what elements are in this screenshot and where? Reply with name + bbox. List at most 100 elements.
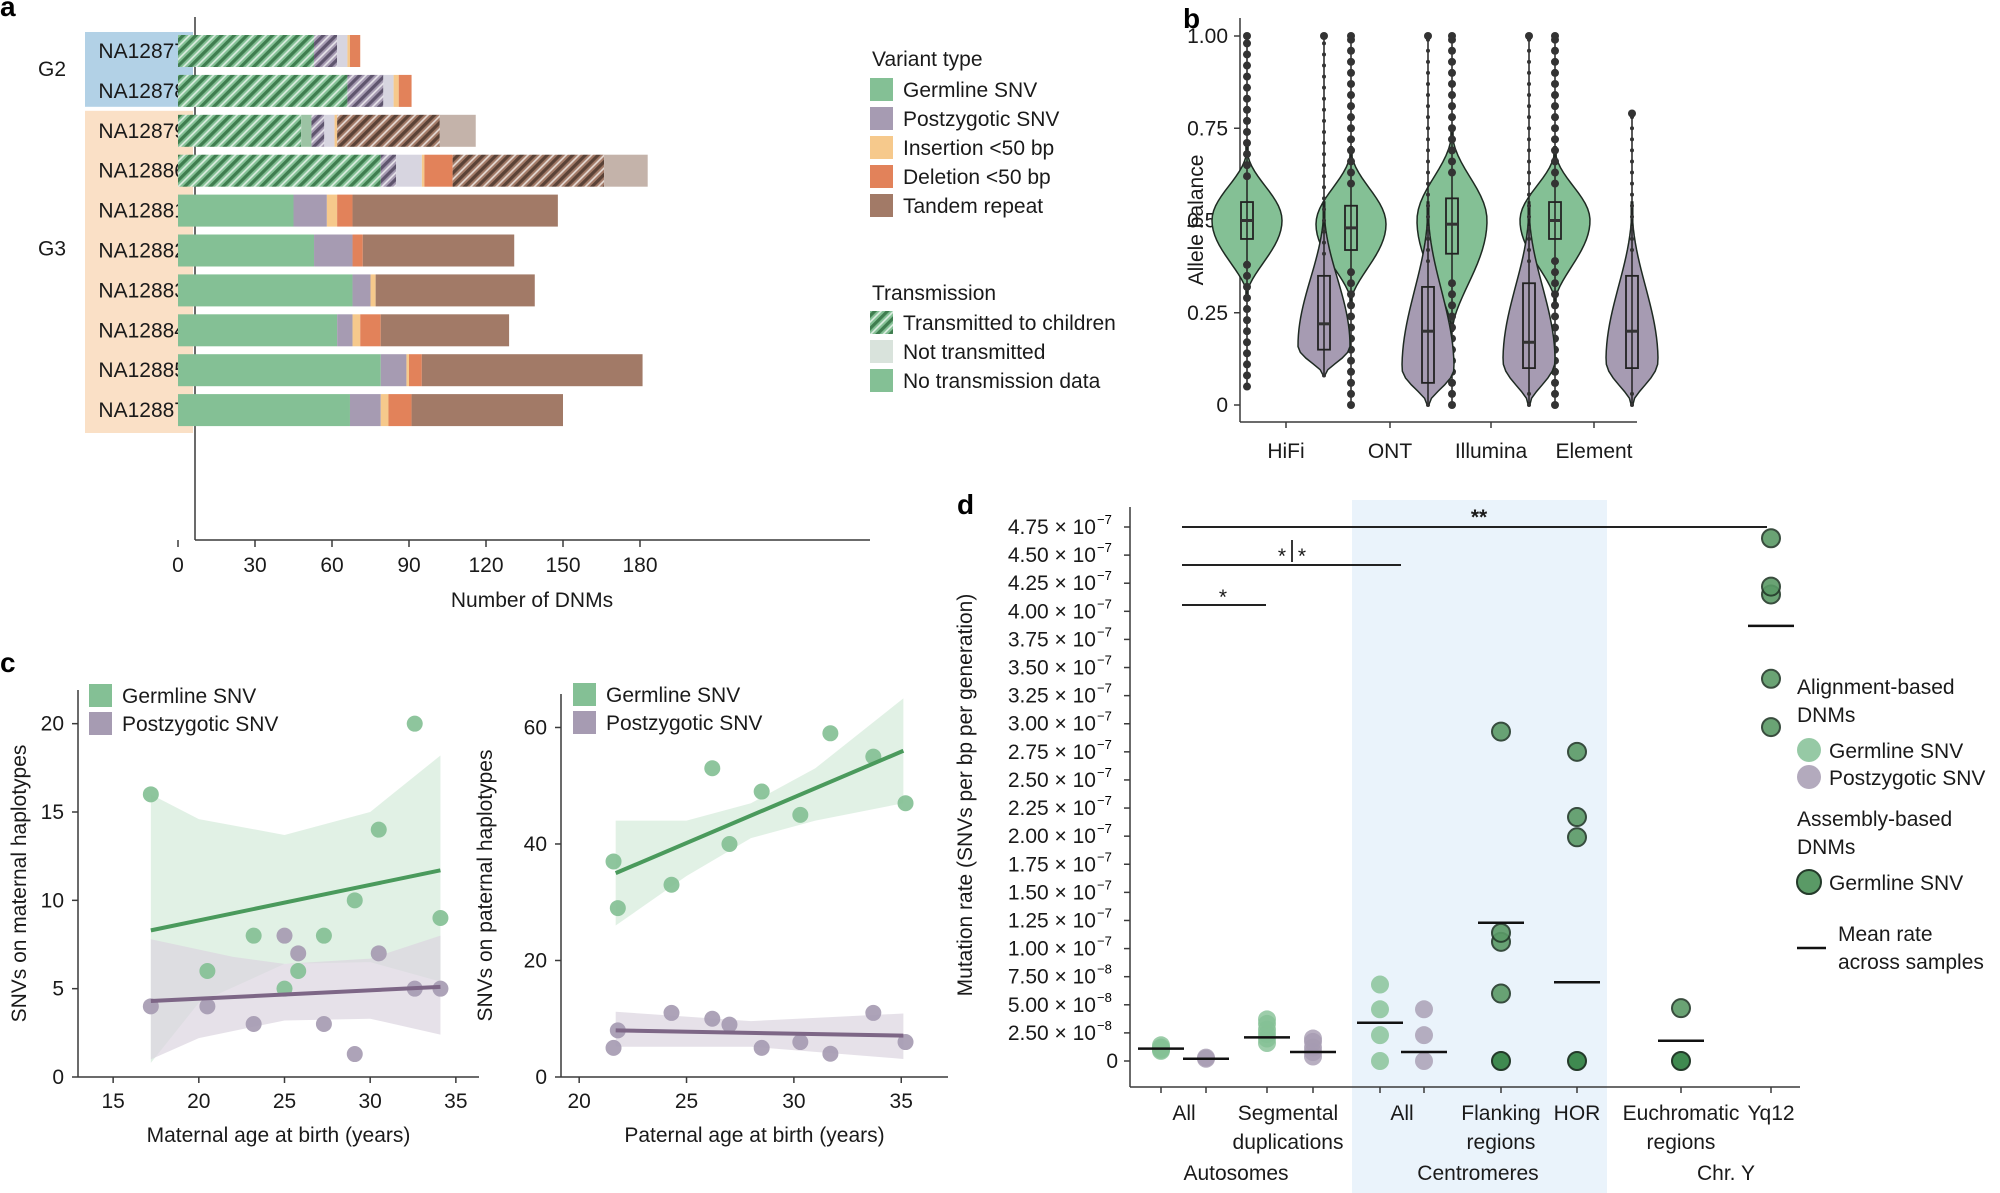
bar-segment-deletion bbox=[352, 234, 363, 267]
bar-segment-tandem bbox=[375, 274, 535, 307]
data-point-postzygotic bbox=[753, 1039, 770, 1056]
box-iqr bbox=[1421, 286, 1435, 384]
outlier-point bbox=[1630, 148, 1634, 153]
y-tick-label: 0 bbox=[1216, 394, 1228, 417]
alignment-point-germline bbox=[1371, 1000, 1389, 1019]
y-tick-label-sample: NA12882 bbox=[98, 240, 186, 263]
bar-segment-postzygotic bbox=[337, 35, 348, 67]
outlier-point bbox=[1551, 124, 1559, 133]
outlier-point bbox=[1322, 152, 1326, 157]
bar-segment-tandem bbox=[439, 114, 476, 147]
outlier-point bbox=[1630, 214, 1634, 219]
outlier-point bbox=[1322, 129, 1326, 134]
legend-label-postzygotic: Postzygotic SNV bbox=[606, 712, 762, 735]
outlier-point bbox=[1426, 203, 1430, 208]
outlier-point bbox=[1448, 279, 1456, 288]
outlier-point bbox=[1322, 240, 1326, 245]
outlier-point bbox=[1426, 126, 1430, 131]
outlier-point bbox=[1243, 349, 1251, 358]
assembly-point-germline bbox=[1761, 576, 1781, 597]
data-point-germline bbox=[290, 963, 307, 979]
bar-segment-germline bbox=[301, 114, 312, 147]
y-tick-exponent: −7 bbox=[1097, 905, 1112, 920]
y-tick-exponent: −7 bbox=[1097, 849, 1112, 864]
outlier-point bbox=[1243, 94, 1251, 103]
legend-label-no_data: No transmission data bbox=[903, 370, 1101, 393]
outlier-point bbox=[1347, 378, 1355, 387]
legend-label-germline: Germline SNV bbox=[122, 685, 256, 708]
outlier-point bbox=[1243, 72, 1251, 81]
legend-label-postzygotic: Postzygotic SNV bbox=[122, 713, 278, 736]
data-point-germline bbox=[609, 900, 626, 917]
box-iqr bbox=[1317, 274, 1331, 351]
x-tick-label: 20 bbox=[187, 1090, 210, 1113]
y-tick-exponent: −7 bbox=[1097, 737, 1112, 752]
outlier-point bbox=[1551, 290, 1559, 299]
outlier-point bbox=[1426, 104, 1430, 109]
y-tick-label-sample: NA12886 bbox=[98, 160, 186, 183]
outlier-point bbox=[1347, 157, 1355, 166]
bar-segment-postzygotic bbox=[383, 74, 394, 107]
legend-swatch-deletion bbox=[870, 165, 893, 188]
y-tick-label: 7.50 × 10 bbox=[1008, 966, 1096, 989]
assembly-point-germline bbox=[1761, 528, 1781, 549]
bar-segment-deletion bbox=[398, 74, 412, 107]
assembly-point-germline bbox=[1491, 983, 1511, 1004]
outlier-point bbox=[1322, 118, 1326, 123]
outlier-point bbox=[1551, 301, 1559, 310]
outlier-point bbox=[1347, 124, 1355, 133]
outlier-point bbox=[1527, 59, 1531, 64]
x-tick-label: Illumina bbox=[1455, 440, 1528, 463]
outlier-point bbox=[1243, 139, 1251, 148]
y-tick-label-sample: NA12887 bbox=[98, 399, 186, 422]
outlier-point bbox=[1551, 68, 1559, 77]
outlier-point bbox=[1630, 192, 1634, 197]
legend-swatch-postzygotic bbox=[870, 107, 893, 130]
bar-segment-germline bbox=[178, 354, 381, 387]
x-group-label: Centromeres bbox=[1417, 1162, 1538, 1185]
outlier-point bbox=[1630, 225, 1634, 230]
assembly-point-germline bbox=[1567, 1051, 1587, 1071]
data-point-germline bbox=[792, 806, 809, 823]
outlier-point bbox=[1322, 52, 1326, 57]
bar-segment-deletion bbox=[337, 194, 353, 227]
outlier-point bbox=[1527, 391, 1531, 396]
outlier-point bbox=[1347, 135, 1355, 144]
bar-segment-insertion bbox=[421, 154, 425, 187]
outlier-point bbox=[1426, 236, 1430, 241]
x-tick-label-category: All bbox=[1172, 1102, 1195, 1125]
legend-label-tandem: Tandem repeat bbox=[903, 195, 1043, 218]
group-label-g3: G3 bbox=[38, 237, 66, 260]
bar-segment-postzygotic bbox=[324, 114, 335, 147]
y-tick-label: 20 bbox=[524, 949, 547, 972]
bar-segment-insertion bbox=[326, 194, 338, 227]
panel-a-stacked-bar-chart: G2 G3 0 30 60 90 120 150 180 Number of DNMs NA1287… bbox=[38, 17, 1116, 612]
bar-segment-postzygotic bbox=[311, 114, 325, 147]
data-point-germline bbox=[432, 910, 449, 926]
x-tick-label: 30 bbox=[359, 1090, 382, 1113]
outlier-point bbox=[1527, 192, 1531, 197]
bar-segment-tandem bbox=[411, 394, 563, 427]
outlier-point bbox=[1551, 389, 1559, 398]
outlier-point bbox=[1322, 373, 1326, 378]
outlier-point bbox=[1551, 102, 1559, 111]
outlier-point bbox=[1630, 159, 1634, 164]
y-tick-label-sample: NA12883 bbox=[98, 279, 186, 302]
legend-title-alignment: Alignment-based bbox=[1797, 676, 1955, 699]
bar-segment-postzygotic bbox=[349, 394, 381, 427]
y-tick-label: 60 bbox=[524, 716, 547, 739]
data-point-germline bbox=[721, 835, 738, 852]
alignment-point-germline bbox=[1258, 1010, 1276, 1029]
y-tick-label: 4.50 × 10 bbox=[1008, 544, 1096, 567]
alignment-point-germline bbox=[1371, 1026, 1389, 1045]
y-tick-label-sample: NA12878 bbox=[98, 80, 186, 103]
outlier-point bbox=[1551, 91, 1559, 100]
y-tick-label: 0.75 bbox=[1187, 117, 1228, 140]
outlier-point bbox=[1630, 203, 1634, 208]
outlier-point bbox=[1527, 259, 1531, 264]
outlier-point bbox=[1243, 305, 1251, 314]
outlier-point bbox=[1426, 81, 1430, 86]
bar-segment-insertion bbox=[393, 74, 399, 107]
